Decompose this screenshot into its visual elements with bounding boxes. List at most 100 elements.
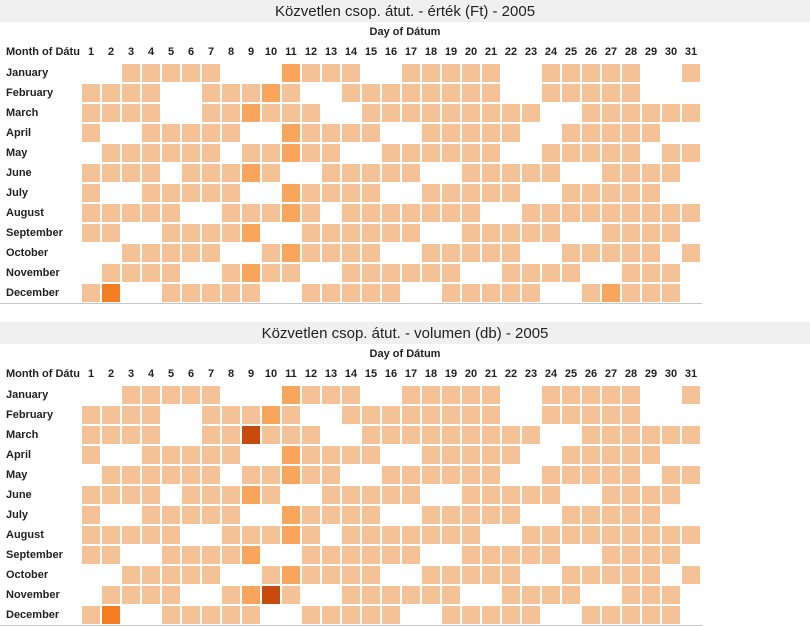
heatmap-cell[interactable] [222, 526, 240, 544]
heatmap-cell[interactable] [622, 406, 640, 424]
heatmap-cell[interactable] [222, 486, 240, 504]
heatmap-cell[interactable] [422, 506, 440, 524]
heatmap-cell[interactable] [282, 84, 300, 102]
heatmap-cell[interactable] [322, 386, 340, 404]
heatmap-cell[interactable] [682, 386, 700, 404]
heatmap-cell[interactable] [482, 506, 500, 524]
heatmap-cell[interactable] [222, 284, 240, 302]
heatmap-cell[interactable] [282, 466, 300, 484]
heatmap-cell[interactable] [202, 446, 220, 464]
heatmap-cell[interactable] [342, 224, 360, 242]
heatmap-cell[interactable] [442, 184, 460, 202]
heatmap-cell[interactable] [102, 204, 120, 222]
heatmap-cell[interactable] [682, 426, 700, 444]
heatmap-cell[interactable] [602, 124, 620, 142]
heatmap-cell[interactable] [562, 184, 580, 202]
heatmap-cell[interactable] [182, 446, 200, 464]
heatmap-cell[interactable] [642, 224, 660, 242]
heatmap-cell[interactable] [402, 164, 420, 182]
heatmap-cell[interactable] [142, 124, 160, 142]
heatmap-cell[interactable] [602, 526, 620, 544]
heatmap-cell[interactable] [262, 486, 280, 504]
heatmap-cell[interactable] [242, 526, 260, 544]
heatmap-cell[interactable] [622, 244, 640, 262]
heatmap-cell[interactable] [422, 204, 440, 222]
heatmap-cell[interactable] [542, 144, 560, 162]
heatmap-cell[interactable] [442, 466, 460, 484]
heatmap-cell[interactable] [142, 426, 160, 444]
heatmap-cell[interactable] [642, 184, 660, 202]
heatmap-cell[interactable] [602, 486, 620, 504]
heatmap-cell[interactable] [542, 204, 560, 222]
heatmap-cell[interactable] [382, 264, 400, 282]
heatmap-cell[interactable] [142, 466, 160, 484]
heatmap-cell[interactable] [302, 426, 320, 444]
heatmap-cell[interactable] [482, 546, 500, 564]
heatmap-cell[interactable] [642, 566, 660, 584]
heatmap-cell[interactable] [382, 466, 400, 484]
heatmap-cell[interactable] [422, 84, 440, 102]
heatmap-cell[interactable] [362, 606, 380, 624]
heatmap-cell[interactable] [82, 84, 100, 102]
heatmap-cell[interactable] [382, 586, 400, 604]
heatmap-cell[interactable] [662, 586, 680, 604]
heatmap-cell[interactable] [102, 606, 120, 624]
heatmap-cell[interactable] [222, 124, 240, 142]
heatmap-cell[interactable] [302, 104, 320, 122]
heatmap-cell[interactable] [102, 526, 120, 544]
heatmap-cell[interactable] [162, 184, 180, 202]
heatmap-cell[interactable] [622, 84, 640, 102]
heatmap-cell[interactable] [82, 204, 100, 222]
heatmap-cell[interactable] [502, 184, 520, 202]
heatmap-cell[interactable] [322, 486, 340, 504]
heatmap-cell[interactable] [642, 164, 660, 182]
heatmap-cell[interactable] [542, 224, 560, 242]
heatmap-cell[interactable] [142, 104, 160, 122]
heatmap-cell[interactable] [542, 486, 560, 504]
heatmap-cell[interactable] [422, 244, 440, 262]
heatmap-cell[interactable] [302, 184, 320, 202]
heatmap-cell[interactable] [482, 486, 500, 504]
heatmap-cell[interactable] [282, 124, 300, 142]
heatmap-cell[interactable] [602, 566, 620, 584]
heatmap-cell[interactable] [142, 164, 160, 182]
heatmap-cell[interactable] [542, 526, 560, 544]
heatmap-cell[interactable] [582, 64, 600, 82]
heatmap-cell[interactable] [622, 104, 640, 122]
heatmap-cell[interactable] [462, 606, 480, 624]
heatmap-cell[interactable] [402, 586, 420, 604]
heatmap-cell[interactable] [142, 84, 160, 102]
heatmap-cell[interactable] [202, 566, 220, 584]
heatmap-cell[interactable] [462, 224, 480, 242]
heatmap-cell[interactable] [602, 446, 620, 464]
heatmap-cell[interactable] [622, 506, 640, 524]
heatmap-cell[interactable] [502, 606, 520, 624]
heatmap-cell[interactable] [482, 144, 500, 162]
heatmap-cell[interactable] [482, 244, 500, 262]
heatmap-cell[interactable] [82, 486, 100, 504]
heatmap-cell[interactable] [322, 566, 340, 584]
heatmap-cell[interactable] [142, 264, 160, 282]
heatmap-cell[interactable] [202, 284, 220, 302]
heatmap-cell[interactable] [362, 224, 380, 242]
heatmap-cell[interactable] [602, 426, 620, 444]
heatmap-cell[interactable] [222, 426, 240, 444]
heatmap-cell[interactable] [422, 406, 440, 424]
heatmap-cell[interactable] [342, 546, 360, 564]
heatmap-cell[interactable] [382, 224, 400, 242]
heatmap-cell[interactable] [522, 104, 540, 122]
heatmap-cell[interactable] [302, 506, 320, 524]
heatmap-cell[interactable] [562, 84, 580, 102]
heatmap-cell[interactable] [622, 586, 640, 604]
heatmap-cell[interactable] [322, 124, 340, 142]
heatmap-cell[interactable] [282, 526, 300, 544]
heatmap-cell[interactable] [222, 84, 240, 102]
heatmap-cell[interactable] [582, 104, 600, 122]
heatmap-cell[interactable] [242, 486, 260, 504]
heatmap-cell[interactable] [102, 284, 120, 302]
heatmap-cell[interactable] [522, 586, 540, 604]
heatmap-cell[interactable] [162, 204, 180, 222]
heatmap-cell[interactable] [302, 546, 320, 564]
heatmap-cell[interactable] [142, 506, 160, 524]
heatmap-cell[interactable] [302, 224, 320, 242]
